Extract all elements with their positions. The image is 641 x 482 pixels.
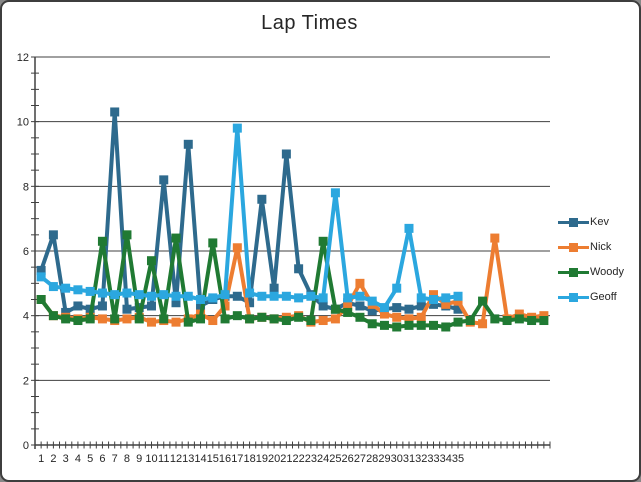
x-tick-label-34: 34 bbox=[440, 453, 452, 465]
legend-marker-geoff bbox=[558, 292, 589, 303]
legend-label: Woody bbox=[590, 266, 625, 278]
x-tick-label-31: 31 bbox=[403, 453, 415, 465]
y-tick-label-2: 2 bbox=[23, 375, 29, 387]
x-tick-label-6: 6 bbox=[99, 453, 105, 465]
x-tick-label-4: 4 bbox=[75, 453, 81, 465]
x-tick-label-9: 9 bbox=[136, 453, 142, 465]
x-tick-label-7: 7 bbox=[112, 453, 118, 465]
x-tick-label-26: 26 bbox=[342, 453, 354, 465]
x-tick-label-28: 28 bbox=[366, 453, 378, 465]
x-tick-label-21: 21 bbox=[280, 453, 292, 465]
x-tick-label-10: 10 bbox=[145, 453, 157, 465]
x-tick-label-20: 20 bbox=[268, 453, 280, 465]
x-tick-label-16: 16 bbox=[219, 453, 231, 465]
y-tick-label-12: 12 bbox=[17, 52, 29, 64]
chart-title: Lap Times bbox=[261, 12, 358, 34]
x-tick-label-2: 2 bbox=[50, 453, 56, 465]
y-tick-label-4: 4 bbox=[23, 311, 29, 323]
x-tick-label-23: 23 bbox=[305, 453, 317, 465]
x-tick-label-15: 15 bbox=[207, 453, 219, 465]
x-tick-label-32: 32 bbox=[415, 453, 427, 465]
x-tick-label-14: 14 bbox=[194, 453, 206, 465]
series-woody[interactable] bbox=[36, 230, 549, 332]
x-tick-label-27: 27 bbox=[354, 453, 366, 465]
x-tick-label-33: 33 bbox=[427, 453, 439, 465]
x-tick-label-1: 1 bbox=[38, 453, 44, 465]
x-tick-label-22: 22 bbox=[293, 453, 305, 465]
x-tick-label-29: 29 bbox=[378, 453, 390, 465]
x-tick-label-35: 35 bbox=[452, 453, 464, 465]
series-geoff[interactable] bbox=[36, 123, 463, 313]
y-tick-label-6: 6 bbox=[23, 246, 29, 258]
legend-item-kev[interactable]: Kev bbox=[558, 213, 639, 231]
x-tick-label-13: 13 bbox=[182, 453, 194, 465]
x-tick-label-30: 30 bbox=[391, 453, 403, 465]
y-tick-label-0: 0 bbox=[23, 440, 29, 452]
x-tick-label-18: 18 bbox=[243, 453, 255, 465]
x-tick-label-17: 17 bbox=[231, 453, 243, 465]
legend-item-nick[interactable]: Nick bbox=[558, 238, 639, 256]
x-tick-label-25: 25 bbox=[329, 453, 341, 465]
x-tick-label-19: 19 bbox=[256, 453, 268, 465]
legend: Kev Nick Woody Geoff bbox=[558, 213, 639, 306]
legend-marker-nick bbox=[558, 242, 589, 253]
legend-marker-kev bbox=[558, 217, 589, 228]
legend-label: Geoff bbox=[590, 291, 617, 303]
legend-item-geoff[interactable]: Geoff bbox=[558, 288, 639, 306]
legend-label: Kev bbox=[590, 216, 609, 228]
x-tick-label-5: 5 bbox=[87, 453, 93, 465]
legend-item-woody[interactable]: Woody bbox=[558, 263, 639, 281]
legend-marker-woody bbox=[558, 267, 589, 278]
x-tick-label-12: 12 bbox=[170, 453, 182, 465]
y-tick-label-8: 8 bbox=[23, 181, 29, 193]
y-tick-label-10: 10 bbox=[17, 117, 29, 129]
legend-label: Nick bbox=[590, 241, 612, 253]
x-tick-label-11: 11 bbox=[158, 453, 169, 465]
x-tick-label-8: 8 bbox=[124, 453, 130, 465]
x-tick-label-3: 3 bbox=[63, 453, 69, 465]
x-tick-label-24: 24 bbox=[317, 453, 329, 465]
